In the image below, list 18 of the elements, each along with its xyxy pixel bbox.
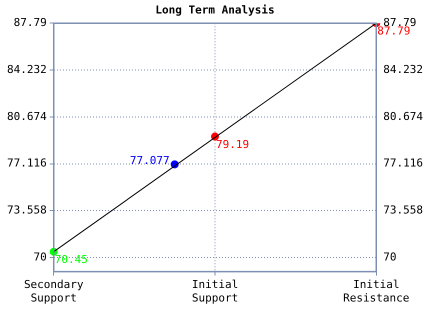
y2-tick-label: 73.558 — [383, 204, 424, 217]
y2-tick-label: 77.116 — [383, 156, 424, 170]
data-label: 70.45 — [54, 253, 88, 266]
y2-tick-label: 70 — [383, 250, 397, 264]
y2-tick-label: 84.232 — [383, 62, 424, 76]
y-tick-label: 84.232 — [6, 62, 47, 76]
data-label: 79.19 — [216, 138, 250, 151]
chart-title: Long Term Analysis — [155, 3, 275, 16]
x-tick-label: Initial Support — [192, 278, 238, 304]
y2-tick-label: 80.674 — [383, 110, 424, 123]
y-tick-label: 80.674 — [6, 110, 48, 123]
x-tick-label: Secondary Support — [24, 278, 84, 304]
y-tick-label: 73.558 — [6, 204, 47, 217]
y-tick-label: 77.116 — [6, 156, 47, 170]
data-label: 77.077 — [130, 154, 170, 168]
y-tick-label: 87.79 — [14, 16, 47, 30]
y-tick-label: 70 — [33, 250, 47, 264]
x-tick-label: Initial Resistance — [343, 278, 410, 304]
